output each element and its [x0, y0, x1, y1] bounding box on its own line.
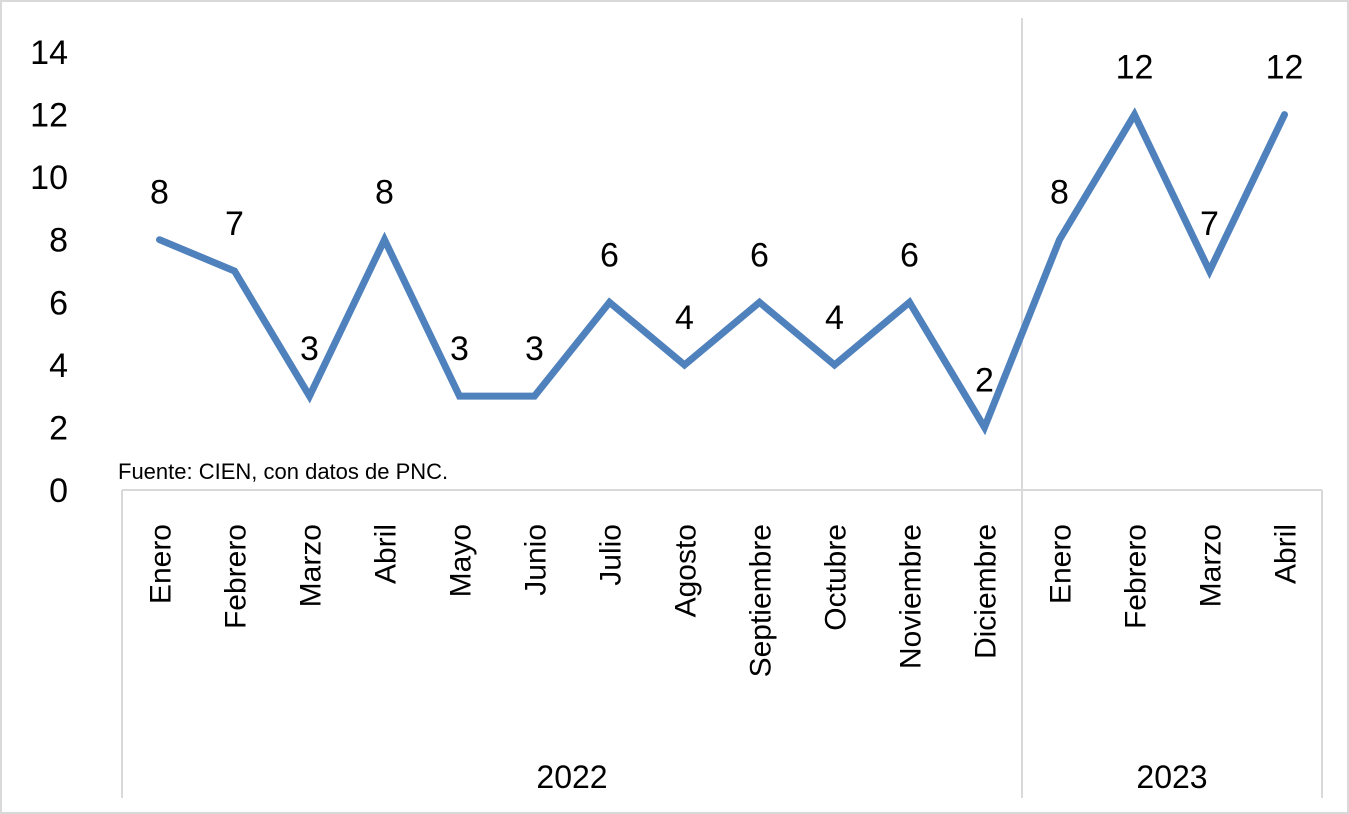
x-tick-label: Marzo	[295, 524, 328, 607]
x-tick-label: Febrero	[220, 524, 253, 629]
data-label: 6	[750, 236, 769, 274]
y-tick-label: 12	[30, 97, 68, 135]
data-label: 12	[1116, 49, 1154, 87]
x-tick-label: Febrero	[1120, 524, 1153, 629]
source-note: Fuente: CIEN, con datos de PNC.	[118, 459, 448, 484]
x-tick-label: Abril	[1270, 524, 1303, 584]
y-tick-label: 2	[49, 409, 68, 447]
year-label: 2023	[1136, 759, 1207, 795]
x-tick-label: Agosto	[670, 524, 703, 617]
x-tick-label: Enero	[1045, 524, 1078, 604]
x-tick-label: Marzo	[1195, 524, 1228, 607]
y-tick-label: 4	[49, 347, 68, 385]
data-label: 3	[450, 330, 469, 368]
data-label: 2	[975, 361, 994, 399]
data-label: 4	[675, 299, 694, 337]
y-tick-label: 8	[49, 222, 68, 260]
x-tick-label: Julio	[595, 524, 628, 586]
data-label: 8	[375, 174, 394, 212]
x-tick-label: Mayo	[445, 524, 478, 597]
y-tick-label: 6	[49, 284, 68, 322]
data-label: 7	[225, 205, 244, 243]
y-tick-label: 0	[49, 472, 68, 510]
x-tick-label: Abril	[370, 524, 403, 584]
y-tick-label: 10	[30, 159, 68, 197]
x-tick-label: Noviembre	[895, 524, 928, 669]
data-label: 7	[1200, 205, 1219, 243]
x-axis-year-labels: 2022 2023	[536, 759, 1207, 795]
data-labels: 8 7 3 8 3 3 6 4 6 4 6 2 8 12 7 12	[150, 49, 1303, 400]
data-label: 4	[825, 299, 844, 337]
y-axis-tick-labels: 0 2 4 6 8 10 12 14	[30, 34, 68, 510]
x-tick-label: Diciembre	[970, 524, 1003, 659]
x-tick-label: Septiembre	[745, 524, 778, 677]
x-tick-label: Enero	[145, 524, 178, 604]
data-label: 6	[600, 236, 619, 274]
data-label: 8	[1050, 174, 1069, 212]
data-label: 12	[1266, 49, 1304, 87]
x-tick-label: Octubre	[820, 524, 853, 631]
x-axis-category-labels: Enero Febrero Marzo Abril Mayo Junio Julio Agos…	[145, 524, 1303, 677]
series-line	[156, 107, 1288, 436]
data-label: 6	[900, 236, 919, 274]
y-tick-label: 14	[30, 34, 68, 72]
axes	[121, 18, 1323, 798]
x-tick-label: Junio	[520, 524, 553, 596]
data-label: 3	[300, 330, 319, 368]
year-label: 2022	[536, 759, 607, 795]
data-label: 8	[150, 174, 169, 212]
data-label: 3	[525, 330, 544, 368]
